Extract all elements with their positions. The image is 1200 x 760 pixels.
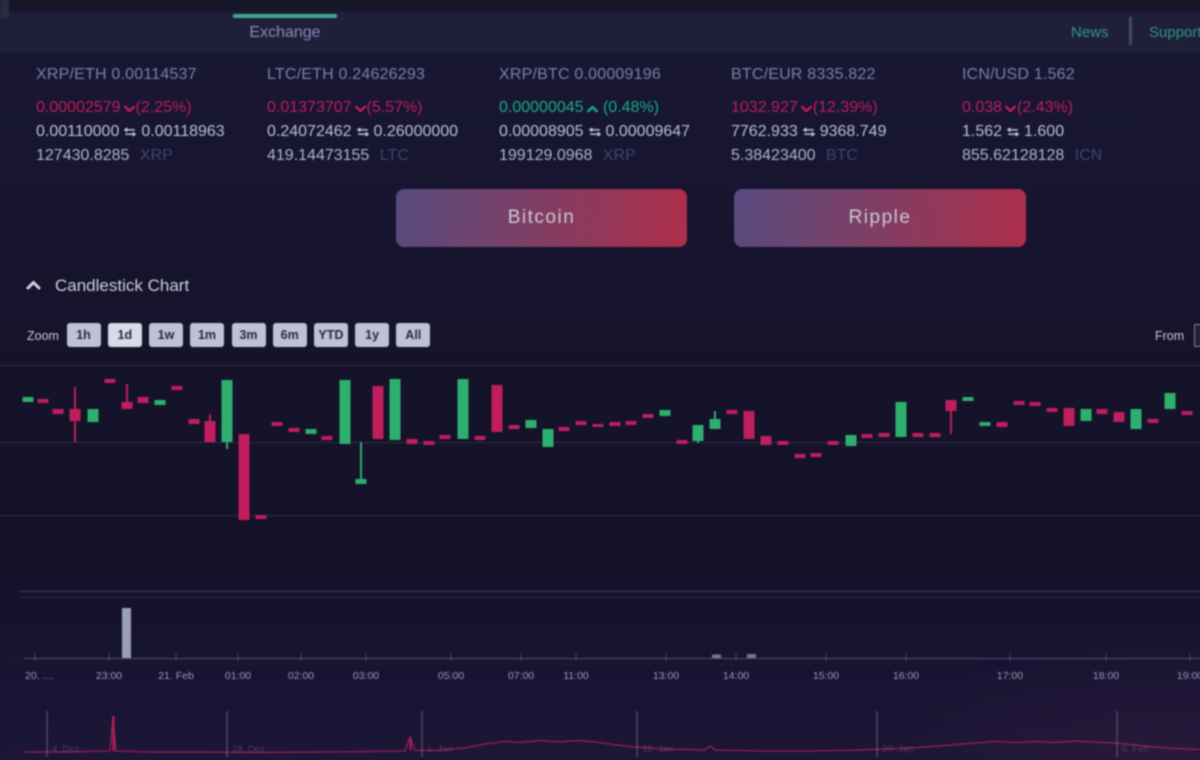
svg-text:5. Feb: 5. Feb [1122,744,1149,755]
svg-text:01:00: 01:00 [225,670,251,682]
svg-text:18. Dez: 18. Dez [232,744,265,755]
svg-text:19:00: 19:00 [1177,670,1200,682]
svg-text:15:00: 15:00 [813,670,839,682]
svg-text:21. Feb: 21. Feb [158,670,194,682]
svg-text:18:00: 18:00 [1093,670,1119,682]
svg-text:05:00: 05:00 [438,670,464,682]
svg-text:29. Jan: 29. Jan [882,744,913,755]
svg-text:23:00: 23:00 [96,670,122,682]
svg-text:03:00: 03:00 [353,670,379,682]
svg-text:4. Dez: 4. Dez [52,744,80,755]
svg-text:16:00: 16:00 [893,670,919,682]
svg-text:11:00: 11:00 [563,670,589,682]
svg-text:17:00: 17:00 [997,670,1023,682]
svg-text:02:00: 02:00 [288,670,314,682]
svg-text:1. Jan: 1. Jan [427,744,453,755]
svg-text:07:00: 07:00 [508,670,534,682]
svg-text:20. …: 20. … [25,670,53,682]
svg-text:14:00: 14:00 [723,670,749,682]
svg-text:13:00: 13:00 [653,670,679,682]
svg-text:15. Jan: 15. Jan [642,744,673,755]
